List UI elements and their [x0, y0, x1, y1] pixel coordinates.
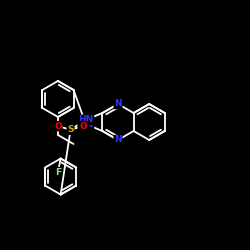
Text: S: S	[67, 125, 74, 134]
Text: O: O	[79, 122, 87, 131]
Text: F: F	[55, 168, 61, 176]
Text: O: O	[54, 122, 62, 131]
Text: N: N	[114, 136, 122, 144]
Text: HN: HN	[78, 115, 94, 124]
Text: N: N	[114, 100, 122, 108]
Text: HN: HN	[78, 120, 94, 129]
